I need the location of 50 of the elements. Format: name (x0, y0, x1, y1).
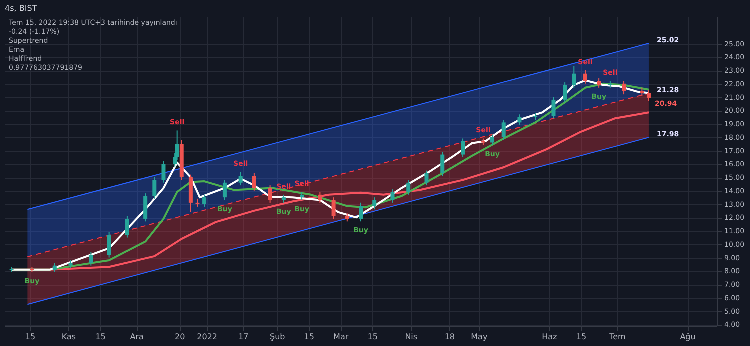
candlestick (490, 134, 495, 146)
candlestick (552, 96, 556, 120)
x-tick-label: 15 (96, 332, 106, 342)
x-tick-label: Şub (270, 332, 286, 342)
candlestick (372, 197, 377, 210)
x-tick-label: Nis (405, 332, 418, 342)
candlestick (268, 185, 272, 204)
candlestick (222, 180, 227, 201)
candlestick (89, 252, 94, 266)
x-tick-label: 17 (238, 332, 249, 342)
candlestick (318, 192, 322, 204)
candlestick (502, 120, 506, 141)
x-tick-label: 15 (368, 332, 378, 342)
x-tick-label: Haz (542, 332, 558, 342)
x-tick-label: 20 (175, 332, 186, 342)
x-tick-label: Tem (608, 332, 626, 342)
x-tick-label: 15 (576, 332, 587, 342)
x-tick-label: Ağu (680, 332, 696, 342)
candlestick (518, 114, 522, 126)
candlestick (390, 189, 395, 204)
candlestick (238, 172, 243, 186)
candlestick (162, 160, 166, 184)
candlestick (52, 262, 57, 273)
candlestick (144, 193, 148, 222)
candlestick (359, 202, 363, 222)
candlestick (252, 173, 256, 192)
x-tick-label: 2022 (197, 332, 218, 342)
candlestick (152, 177, 157, 200)
candlestick (622, 80, 626, 96)
x-tick-label: Kas (62, 332, 76, 342)
candlestick (202, 194, 207, 208)
candlestick (332, 197, 336, 220)
candlestick (563, 82, 568, 104)
x-tick-label: Mar (334, 332, 350, 342)
candlestick (583, 70, 588, 84)
x-tick-label: Ara (130, 332, 144, 342)
x-tick-label: 18 (444, 332, 456, 342)
candlestick (107, 232, 112, 258)
chart-title: 4s, BIST (5, 4, 38, 13)
x-tick-label: 15 (304, 332, 314, 342)
candlestick (597, 78, 602, 88)
x-tick-label: May (471, 332, 488, 342)
candlestick (440, 152, 445, 177)
candlestick (646, 90, 651, 102)
candlestick (461, 138, 466, 158)
x-tick-label: 15 (25, 332, 36, 342)
candlestick (424, 170, 429, 186)
candlestick (125, 216, 130, 238)
candlestick (572, 66, 576, 88)
candlestick (406, 180, 411, 196)
